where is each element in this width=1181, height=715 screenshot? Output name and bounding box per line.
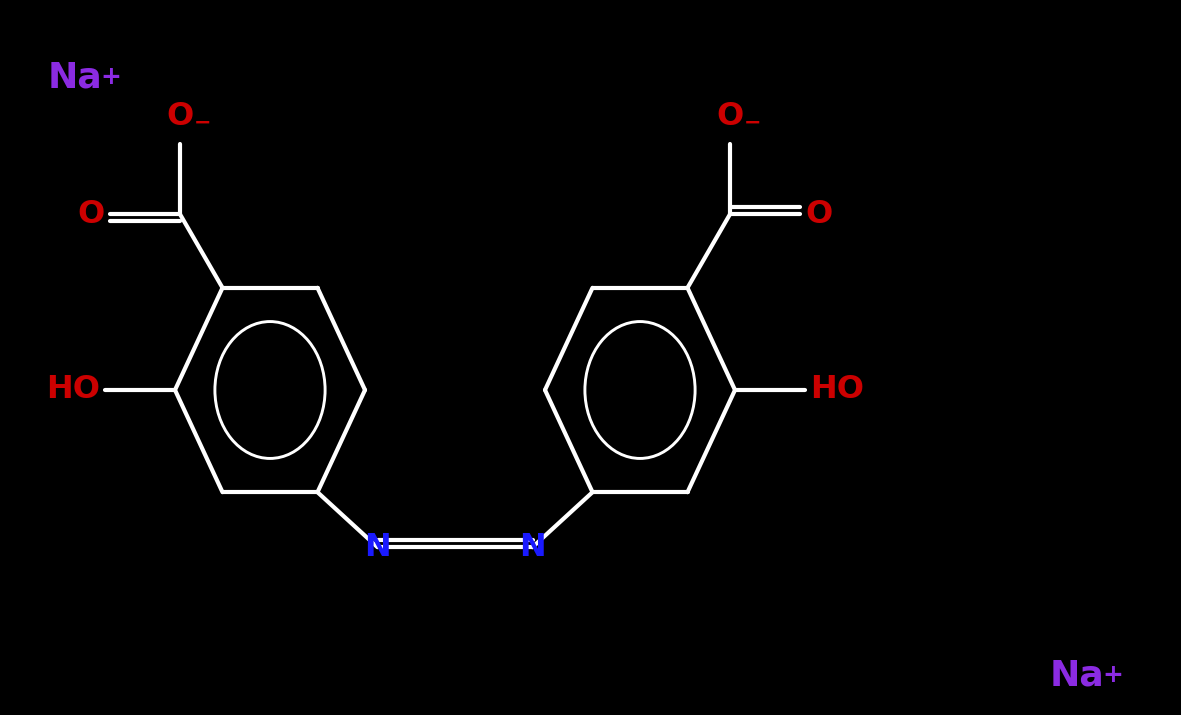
Text: +: + xyxy=(1102,663,1123,687)
Text: Na: Na xyxy=(48,60,103,94)
Text: +: + xyxy=(100,65,120,89)
Text: N: N xyxy=(364,532,391,563)
Text: O: O xyxy=(717,102,744,132)
Text: HO: HO xyxy=(46,375,100,405)
Text: Na: Na xyxy=(1050,658,1104,692)
Text: N: N xyxy=(520,532,546,563)
Text: −: − xyxy=(744,112,762,132)
Text: O: O xyxy=(78,199,105,230)
Text: HO: HO xyxy=(810,375,864,405)
Text: O: O xyxy=(167,102,194,132)
Text: O: O xyxy=(805,199,833,230)
Text: −: − xyxy=(194,112,211,132)
